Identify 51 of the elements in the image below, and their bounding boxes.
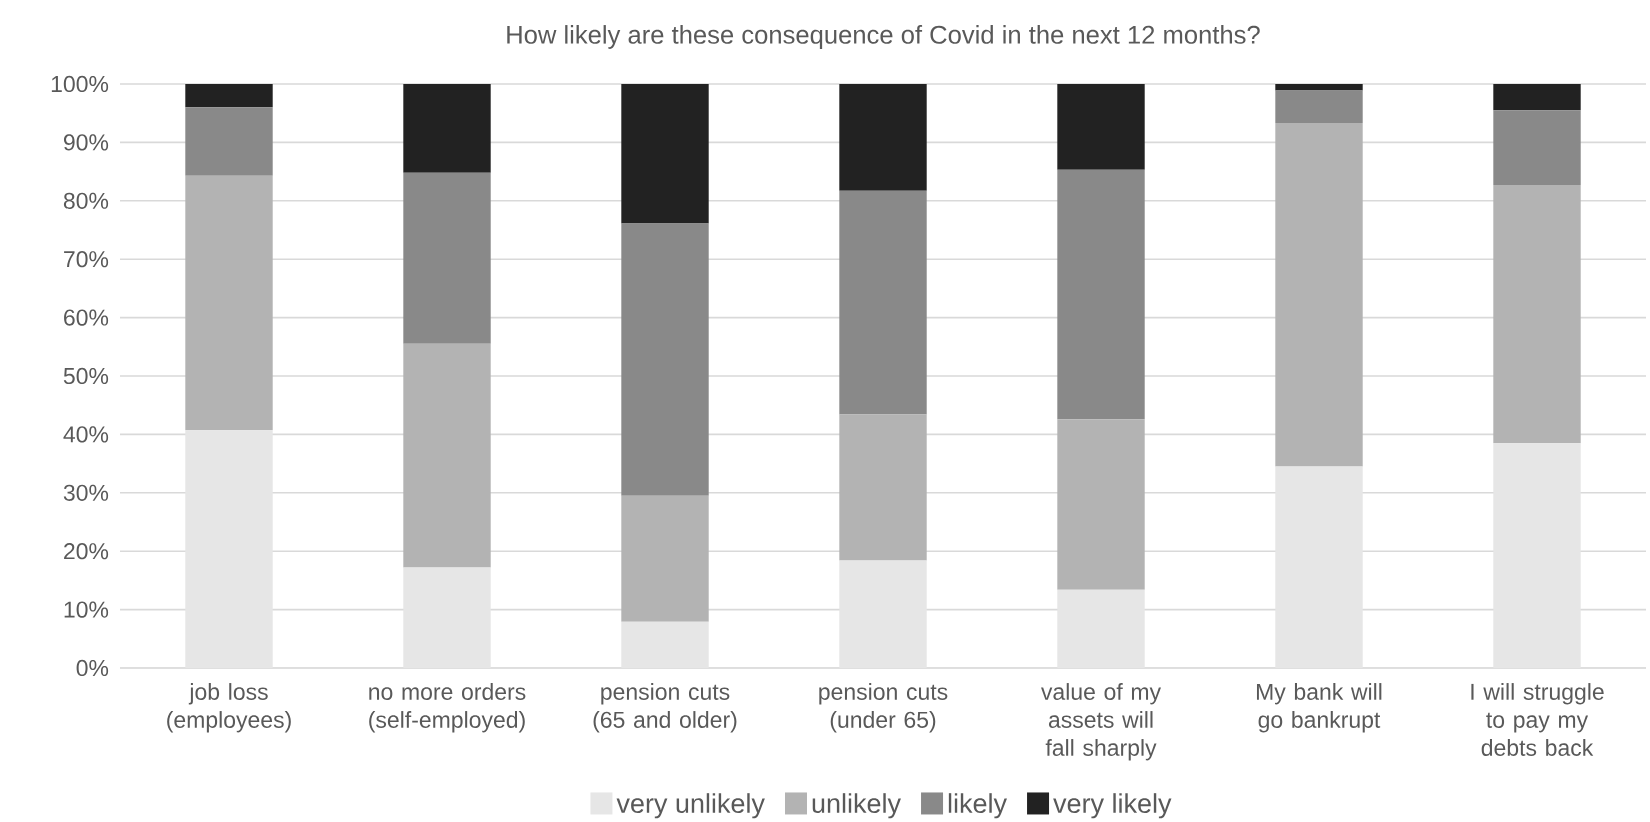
x-tick-label: no more orders (self-employed) (369, 683, 526, 733)
bar (621, 495, 709, 622)
y-tick-label: 60% (64, 309, 109, 326)
x-tick-label: My bank will go bankrupt (1256, 683, 1382, 733)
bar (621, 223, 709, 496)
x-tick-label: value of my assets will fall sharply (1041, 683, 1161, 761)
bar (1057, 589, 1145, 668)
bar (185, 107, 273, 176)
y-tick-label: 40% (63, 426, 109, 443)
bar (1275, 90, 1363, 124)
x-tick-label: pension cuts (65 and older) (593, 683, 737, 733)
bar (403, 567, 491, 668)
bar (403, 83, 491, 173)
legend-label: very unlikely (616, 793, 765, 819)
legend-label: likely (948, 793, 1007, 819)
chart-title: How likely are these consequence of Covid in the next 12 months? (507, 25, 1260, 49)
bar (1493, 185, 1581, 444)
y-tick-label: 0% (76, 659, 109, 677)
bar (839, 560, 927, 668)
bar (1493, 83, 1581, 111)
legend-label: very likely (1053, 793, 1172, 819)
x-tick-label: I will struggle to pay my debts back (1471, 683, 1604, 756)
y-tick-label: 70% (64, 251, 109, 268)
bar (839, 414, 927, 561)
y-tick-label: 30% (63, 484, 109, 501)
x-tick-label: job loss (employees) (167, 683, 291, 733)
x-tick-label: pension cuts (under 65) (819, 683, 948, 733)
bar (839, 190, 927, 415)
bar (185, 83, 273, 108)
bar (1275, 123, 1363, 467)
bar (185, 430, 273, 668)
bar (1057, 169, 1145, 420)
y-tick-label: 20% (64, 543, 109, 560)
bar (1057, 83, 1145, 170)
bar (621, 621, 709, 668)
y-tick-label: 80% (63, 192, 109, 209)
bar (1493, 110, 1581, 186)
y-tick-label: 10% (64, 601, 109, 618)
legend-label: unlikely (812, 793, 901, 819)
y-tick-label: 90% (63, 134, 109, 151)
bar (1493, 443, 1581, 668)
bar (403, 343, 491, 568)
bar (403, 172, 491, 344)
y-tick-label: 50% (63, 367, 109, 385)
bar (1275, 466, 1363, 668)
bar (1275, 83, 1363, 91)
bar (1057, 419, 1145, 590)
bar (839, 83, 927, 191)
bar (621, 83, 709, 224)
bar (185, 175, 273, 431)
y-tick-label: 100% (51, 75, 109, 93)
